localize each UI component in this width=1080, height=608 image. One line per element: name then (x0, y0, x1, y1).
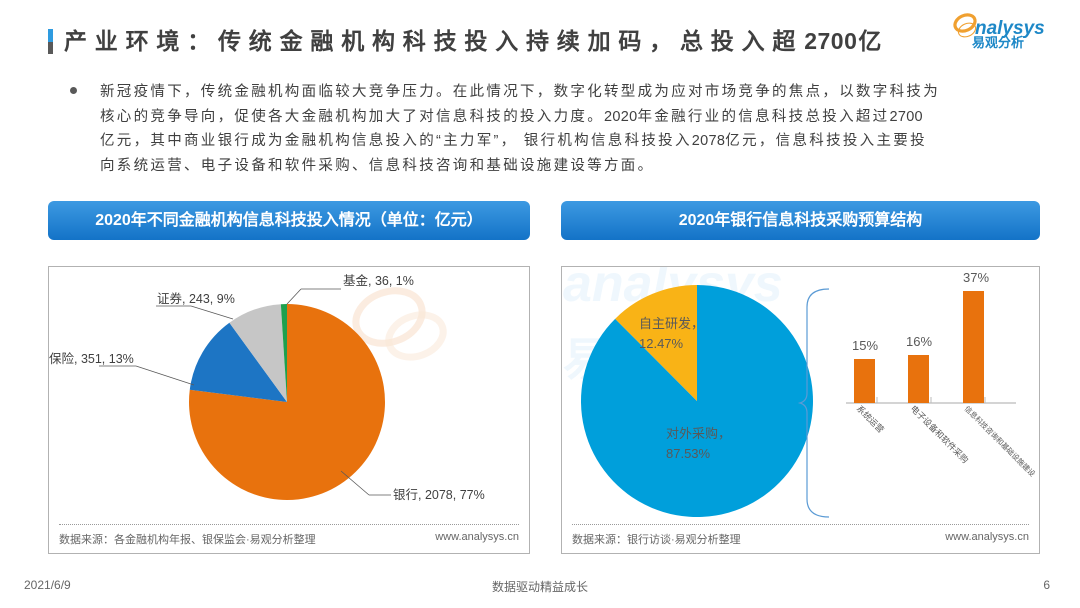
svg-text:16%: 16% (906, 334, 932, 349)
svg-text:87.53%: 87.53% (666, 446, 711, 461)
svg-text:电子设备和软件采购: 电子设备和软件采购 (909, 403, 971, 465)
svg-text:12.47%: 12.47% (639, 336, 684, 351)
svg-text:系统运营: 系统运营 (855, 403, 887, 435)
svg-text:自主研发，: 自主研发， (639, 316, 704, 331)
svg-text:保险, 351, 13%: 保险, 351, 13% (49, 351, 134, 366)
svg-text:对外采购，: 对外采购， (666, 426, 731, 441)
svg-text:银行, 2078, 77%: 银行, 2078, 77% (393, 488, 485, 502)
svg-text:证券, 243, 9%: 证券, 243, 9% (157, 291, 235, 306)
svg-text:15%: 15% (852, 338, 878, 353)
svg-text:基金, 36, 1%: 基金, 36, 1% (343, 273, 414, 288)
svg-text:易观分析: 易观分析 (972, 35, 1024, 50)
svg-text:信息科技咨询和基础设施建设: 信息科技咨询和基础设施建设 (963, 404, 1038, 479)
svg-text:37%: 37% (963, 270, 989, 285)
